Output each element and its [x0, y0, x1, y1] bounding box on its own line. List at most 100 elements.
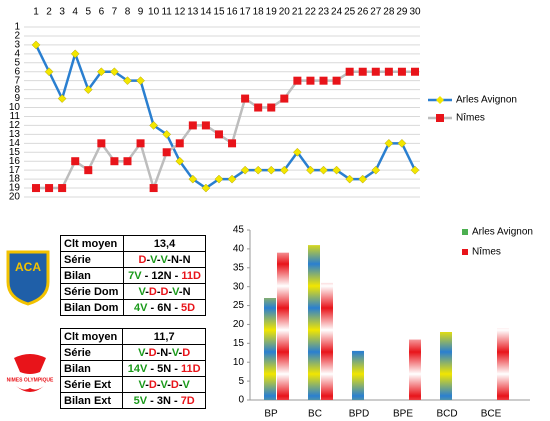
- table-row: Série D-V-V-N-N: [59, 251, 206, 268]
- x-tick-label: 22: [305, 7, 317, 18]
- x-tick-label: 10: [148, 7, 160, 18]
- marker: [371, 165, 381, 175]
- marker: [136, 76, 145, 86]
- legend-marker: [436, 96, 444, 104]
- marker: [45, 184, 54, 193]
- table-label: Bilan: [59, 267, 125, 284]
- table-value: 13,4: [123, 235, 206, 252]
- table-value: D-V-V-N-N: [123, 251, 206, 268]
- table-label: Clt moyen: [59, 328, 124, 345]
- x-tick-label: 23: [318, 7, 330, 18]
- bar: [264, 298, 276, 400]
- table-value: 11,7: [122, 328, 206, 345]
- y-tick-label: 40: [233, 244, 245, 255]
- y-tick-label: 20: [9, 192, 21, 203]
- table-label: Série: [59, 251, 125, 268]
- marker: [319, 165, 328, 175]
- table-row: Clt moyen 13,4: [59, 235, 206, 252]
- marker: [371, 67, 380, 76]
- y-tick-label: 12: [9, 120, 21, 131]
- y-tick-label: 25: [233, 300, 245, 311]
- x-tick-label: 17: [240, 7, 252, 18]
- table-value: 5V - 3N - 7D: [122, 392, 206, 409]
- table-label: Bilan: [59, 360, 124, 377]
- table-row: Bilan Ext 5V - 3N - 7D: [59, 392, 206, 409]
- y-tick-label: 11: [10, 111, 21, 122]
- marker: [332, 76, 341, 85]
- marker: [123, 76, 132, 86]
- marker: [214, 174, 224, 184]
- legend-label: Arles Avignon: [472, 227, 533, 238]
- marker: [44, 67, 54, 77]
- legend-label: Arles Avignon: [456, 95, 517, 106]
- marker: [240, 165, 250, 175]
- x-tick-label: 20: [279, 7, 291, 18]
- table-value: V-D-D-V-N: [123, 283, 206, 300]
- x-tick-label: BC: [308, 409, 322, 420]
- x-tick-label: 21: [292, 7, 304, 18]
- table-label: Série Ext: [59, 376, 124, 393]
- y-tick-label: 7: [14, 75, 20, 86]
- marker: [266, 165, 276, 175]
- x-tick-label: 25: [344, 7, 356, 18]
- marker: [96, 67, 106, 77]
- y-tick-label: 17: [9, 165, 21, 176]
- y-tick-label: 45: [233, 225, 245, 236]
- y-tick-label: 8: [14, 84, 20, 95]
- y-tick-label: 5: [238, 376, 244, 387]
- bar: [277, 252, 289, 400]
- table-label: Série: [59, 344, 124, 361]
- x-tick-label: 4: [72, 7, 78, 18]
- legend-swatch: [462, 229, 468, 235]
- marker: [306, 165, 315, 175]
- marker: [201, 121, 210, 130]
- logo-text: NIMES OLYMPIQUE: [7, 377, 54, 383]
- marker: [83, 85, 93, 94]
- marker: [345, 67, 354, 76]
- x-tick-label: 28: [383, 7, 395, 18]
- marker: [280, 94, 289, 103]
- marker: [162, 130, 172, 139]
- table-row: Série V-D-N-V-D: [59, 344, 206, 361]
- legend-label: Nîmes: [456, 113, 485, 124]
- marker: [136, 139, 145, 148]
- marker: [188, 121, 197, 130]
- stats-table: Clt moyen 13,4 Série D-V-V-N-N Bilan 7V - 12N…: [59, 235, 206, 316]
- bar: [308, 245, 320, 400]
- marker: [123, 157, 132, 166]
- y-tick-label: 10: [233, 357, 245, 368]
- table-row: Clt moyen 11,7: [59, 328, 206, 345]
- x-tick-label: 9: [138, 7, 144, 18]
- table-label: Série Dom: [59, 283, 125, 300]
- x-tick-label: 18: [253, 7, 265, 18]
- x-tick-label: 6: [99, 7, 105, 18]
- table-row: Série Ext V-D-V-D-V: [59, 376, 206, 393]
- logo-text: ACA: [15, 260, 41, 274]
- y-tick-label: 15: [233, 338, 245, 349]
- marker: [228, 139, 237, 148]
- x-tick-label: 5: [85, 7, 91, 18]
- x-tick-label: 19: [266, 7, 278, 18]
- table-row: Bilan 7V - 12N - 11D: [59, 267, 206, 284]
- y-tick-label: 1: [14, 22, 20, 33]
- legend-swatch: [462, 249, 468, 255]
- x-tick-label: 27: [370, 7, 382, 18]
- x-tick-label: 1: [33, 7, 39, 18]
- marker: [332, 165, 341, 175]
- aca-logo: ACA: [6, 250, 50, 306]
- y-tick-label: 19: [9, 183, 21, 194]
- y-tick-label: 20: [233, 319, 245, 330]
- table-value: V-D-N-V-D: [122, 344, 206, 361]
- marker: [149, 184, 158, 193]
- y-tick-label: 4: [14, 48, 20, 59]
- x-tick-label: 29: [396, 7, 408, 18]
- table-row: Bilan Dom 4V - 6N - 5D: [59, 299, 206, 316]
- y-tick-label: 2: [14, 31, 20, 42]
- table-row: Bilan 14V - 5N - 11D: [59, 360, 206, 377]
- marker: [397, 138, 407, 148]
- marker: [110, 157, 119, 166]
- legend-label: Nîmes: [472, 247, 501, 258]
- marker: [32, 184, 40, 193]
- table-row: Série Dom V-D-D-V-N: [59, 283, 206, 300]
